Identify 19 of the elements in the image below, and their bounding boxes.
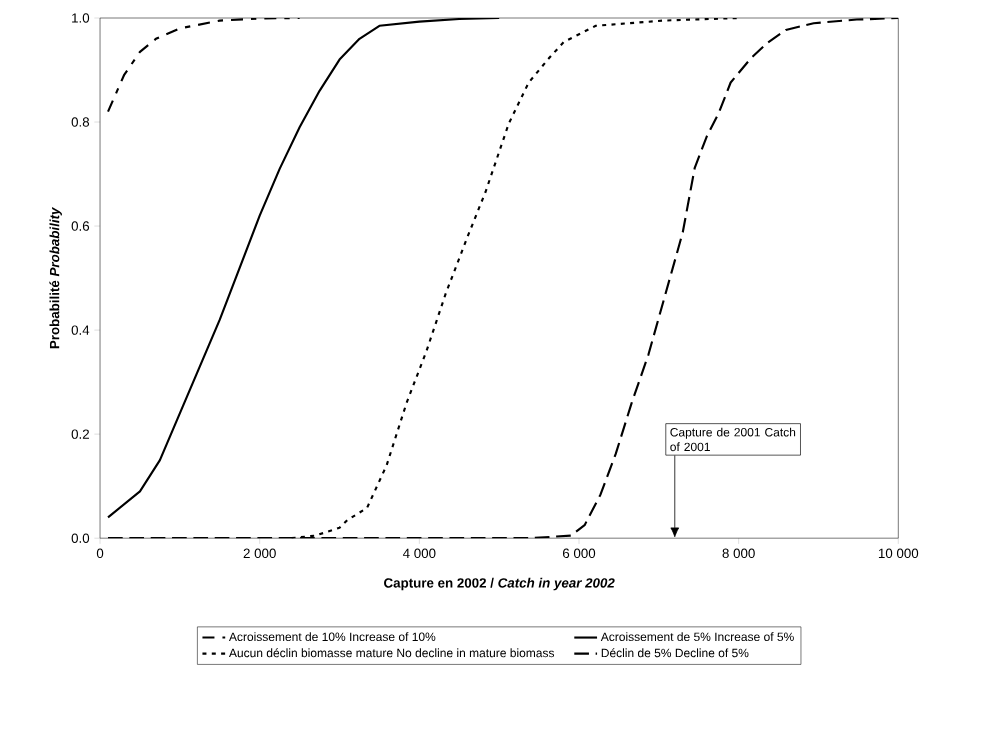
legend-label: Aucun déclin biomasse mature No decline in mature biomass (228, 648, 555, 658)
x-tick-label: 2 000 (243, 548, 276, 558)
y-tick-label: 0.8 (71, 117, 90, 127)
x-tick-label: 0 (96, 548, 104, 558)
legend-label: Acroissement de 10% Increase of 10% (228, 632, 436, 641)
x-tick-label: 6 000 (562, 548, 596, 558)
y-tick-label: 0.2 (71, 429, 89, 439)
x-tick-label: 10 000 (878, 548, 919, 558)
x-tick-label: 4 000 (402, 548, 436, 558)
x-axis-title: Capture en 2002 / Catch in year 2002 (384, 577, 615, 591)
legend-label: Déclin de 5% Decline of 5% (601, 648, 749, 658)
legend-label: Acroissement de 5% Increase of 5% (600, 632, 794, 641)
annotation: Capture de 2001 Catch of 2001 (670, 427, 796, 452)
y-tick-label: 0.4 (71, 325, 90, 335)
y-axis-title: Probabilité Probability (49, 206, 62, 349)
y-tick-label: 1.0 (72, 13, 90, 23)
y-tick-label: 0.6 (71, 221, 90, 231)
x-tick-label: 8 000 (722, 548, 755, 558)
y-tick-label: 0.0 (71, 533, 90, 543)
